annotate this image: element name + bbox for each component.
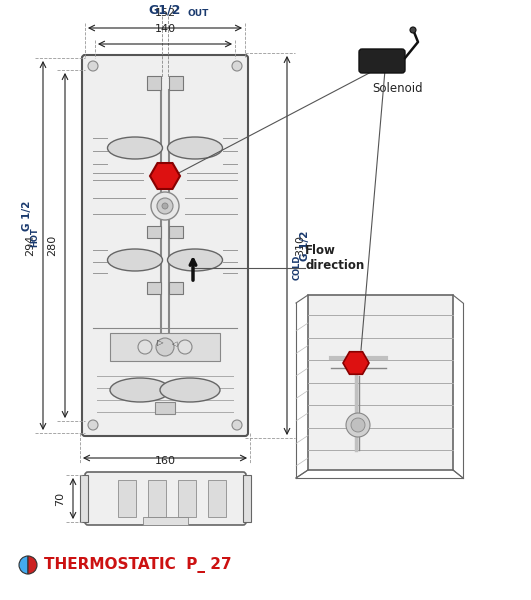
Bar [147,226,161,238]
Text: 152: 152 [155,8,176,18]
Text: 140: 140 [155,24,176,34]
Bar [147,282,161,294]
Bar [169,226,183,238]
Circle shape [138,340,152,354]
FancyBboxPatch shape [82,55,248,436]
Circle shape [410,27,416,33]
Bar [118,480,136,517]
Text: G 1/2: G 1/2 [300,230,310,260]
Ellipse shape [160,378,220,402]
Text: THERMOSTATIC  P_ 27: THERMOSTATIC P_ 27 [44,557,232,573]
Bar [169,76,183,90]
Circle shape [88,61,98,71]
Wedge shape [28,556,37,574]
Bar [143,517,188,525]
Circle shape [157,198,173,214]
Circle shape [162,203,168,209]
Bar [169,282,183,294]
Text: ▷: ▷ [157,338,163,347]
Polygon shape [343,352,369,374]
Bar [243,475,251,522]
Circle shape [156,338,174,356]
Bar [208,480,226,517]
Ellipse shape [110,378,170,402]
Ellipse shape [167,137,222,159]
Bar [80,475,88,522]
Ellipse shape [107,137,162,159]
Bar [178,480,196,517]
Ellipse shape [167,249,222,271]
Text: 310: 310 [295,235,305,256]
Ellipse shape [107,249,162,271]
Circle shape [151,192,179,220]
Circle shape [88,420,98,430]
FancyBboxPatch shape [359,49,405,73]
Text: COLD: COLD [293,255,302,280]
Text: 160: 160 [155,456,176,466]
Text: G 1/2: G 1/2 [22,200,32,230]
Circle shape [346,413,370,437]
Circle shape [232,420,242,430]
Bar [155,402,175,414]
Bar [110,333,220,361]
Text: G1/2: G1/2 [149,4,181,16]
Circle shape [351,418,365,432]
Circle shape [178,340,192,354]
Bar [147,76,161,90]
Text: 294: 294 [25,235,35,256]
Text: 70: 70 [55,491,65,506]
Text: Flow
direction: Flow direction [305,244,364,272]
Bar [308,295,453,470]
Circle shape [232,61,242,71]
FancyBboxPatch shape [85,472,246,525]
Text: Solenoid: Solenoid [373,82,423,95]
Polygon shape [150,163,180,189]
Text: HOT: HOT [30,227,39,247]
Bar [148,480,166,517]
Text: ◁: ◁ [173,341,178,347]
Wedge shape [19,556,28,574]
Text: 280: 280 [47,235,57,256]
Text: OUT: OUT [187,8,208,17]
